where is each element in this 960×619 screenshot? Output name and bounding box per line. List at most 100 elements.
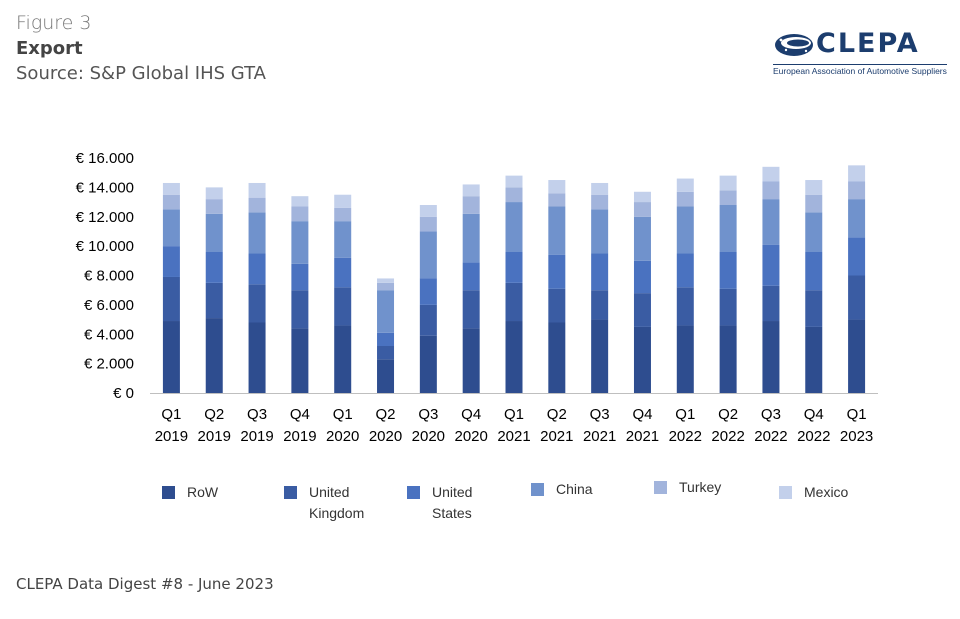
bar-segment bbox=[633, 191, 651, 203]
bar-segment bbox=[848, 165, 866, 182]
bar-segment bbox=[377, 332, 395, 346]
x-tick-label: Q3 bbox=[590, 406, 610, 423]
bar-segment bbox=[162, 246, 180, 277]
x-tick-label: 2020 bbox=[326, 428, 359, 445]
bar-segment bbox=[848, 199, 866, 238]
bar-segment bbox=[334, 207, 352, 222]
bar-segment bbox=[505, 175, 523, 188]
bar-segment bbox=[762, 181, 780, 200]
bar-segment bbox=[248, 284, 266, 323]
bar-segment bbox=[377, 282, 395, 291]
bar-segment bbox=[419, 231, 437, 279]
legend-label: China bbox=[556, 481, 593, 497]
legend-swatch bbox=[407, 486, 420, 499]
bar-segment bbox=[248, 253, 266, 285]
bar-segment bbox=[334, 325, 352, 393]
bar-segment bbox=[377, 278, 395, 283]
bars bbox=[162, 165, 866, 394]
bar-segment bbox=[633, 326, 651, 393]
x-tick-label: 2022 bbox=[711, 428, 744, 445]
x-tick-label: 2019 bbox=[283, 428, 316, 445]
y-tick-label: € 14.000 bbox=[76, 179, 134, 196]
bar-segment bbox=[462, 290, 480, 329]
x-tick-label: 2020 bbox=[369, 428, 402, 445]
bar-segment bbox=[162, 209, 180, 247]
x-tick-label: 2020 bbox=[454, 428, 487, 445]
bar-segment bbox=[676, 178, 694, 192]
bar-segment bbox=[505, 252, 523, 283]
y-tick-label: € 2.000 bbox=[84, 356, 134, 373]
bar-segment bbox=[548, 254, 566, 289]
bar-segment bbox=[291, 206, 309, 222]
x-tick-label: Q2 bbox=[718, 406, 738, 423]
x-tick-label: 2019 bbox=[155, 428, 188, 445]
bar-segment bbox=[291, 290, 309, 329]
y-axis-labels: € 0 € 2.000 € 4.000 € 6.000 € 8.000 € 10.000 €… bbox=[76, 150, 134, 402]
bar-segment bbox=[762, 285, 780, 322]
bar-segment bbox=[848, 181, 866, 200]
bar-segment bbox=[848, 237, 866, 276]
bar-segment bbox=[676, 253, 694, 288]
legend-swatch bbox=[162, 486, 175, 499]
bar-segment bbox=[419, 335, 437, 393]
legend-label: States bbox=[432, 505, 472, 521]
bar-segment bbox=[248, 322, 266, 393]
bar-segment bbox=[205, 199, 223, 214]
y-tick-label: € 10.000 bbox=[76, 238, 134, 255]
bar-segment bbox=[848, 319, 866, 393]
bar-segment bbox=[162, 182, 180, 195]
bar-segment bbox=[591, 319, 609, 393]
bar-segment bbox=[548, 288, 566, 323]
bar-segment bbox=[377, 346, 395, 360]
x-axis-labels: Q1 2019 Q2 2019 Q3 2019 Q4 2019 Q1 2020 Q2 2020 Q3 20… bbox=[155, 406, 874, 445]
bar-segment bbox=[719, 325, 737, 393]
bar-segment bbox=[548, 322, 566, 393]
logo-wordmark: CLEPA bbox=[816, 28, 920, 59]
bar-segment bbox=[505, 202, 523, 252]
bar-segment bbox=[548, 180, 566, 194]
y-tick-label: € 6.000 bbox=[84, 297, 134, 314]
x-tick-label: Q3 bbox=[247, 406, 267, 423]
bar-segment bbox=[162, 276, 180, 322]
bar-segment bbox=[805, 212, 823, 252]
bar-segment bbox=[248, 197, 266, 213]
bar-segment bbox=[591, 290, 609, 320]
bar-segment bbox=[205, 282, 223, 319]
bar-segment bbox=[719, 175, 737, 191]
legend-swatch bbox=[531, 483, 544, 496]
bar-segment bbox=[633, 216, 651, 261]
x-tick-label: 2023 bbox=[840, 428, 873, 445]
bar-segment bbox=[633, 260, 651, 294]
bar-segment bbox=[462, 184, 480, 197]
x-tick-label: Q1 bbox=[161, 406, 181, 423]
bar-segment bbox=[676, 206, 694, 254]
legend: RoW United Kingdom United States China Turkey M… bbox=[162, 479, 849, 521]
bar-segment bbox=[762, 166, 780, 182]
legend-label: United bbox=[309, 484, 349, 500]
bar-segment bbox=[719, 205, 737, 252]
bar-segment bbox=[676, 325, 694, 393]
y-tick-label: € 12.000 bbox=[76, 209, 134, 226]
bar-segment bbox=[633, 293, 651, 327]
bar-segment bbox=[334, 194, 352, 208]
bar-segment bbox=[334, 257, 352, 288]
bar-segment bbox=[334, 221, 352, 258]
x-tick-label: Q1 bbox=[847, 406, 867, 423]
figure-title: Export bbox=[16, 38, 83, 59]
x-tick-label: Q3 bbox=[418, 406, 438, 423]
x-tick-label: Q1 bbox=[504, 406, 524, 423]
bar-segment bbox=[591, 253, 609, 291]
bar-segment bbox=[377, 359, 395, 393]
x-tick-label: 2021 bbox=[497, 428, 530, 445]
bar-segment bbox=[462, 328, 480, 394]
bar-segment bbox=[419, 205, 437, 217]
bar-segment bbox=[633, 202, 651, 217]
x-tick-label: 2020 bbox=[412, 428, 445, 445]
bar-segment bbox=[805, 326, 823, 393]
legend-swatch bbox=[654, 481, 667, 494]
export-stacked-bar-chart: € 0 € 2.000 € 4.000 € 6.000 € 8.000 € 10.000 €… bbox=[76, 150, 878, 521]
footer-text: CLEPA Data Digest #8 - June 2023 bbox=[16, 575, 274, 593]
legend-label: United bbox=[432, 484, 472, 500]
x-tick-label: Q4 bbox=[804, 406, 824, 423]
bar-segment bbox=[291, 263, 309, 291]
